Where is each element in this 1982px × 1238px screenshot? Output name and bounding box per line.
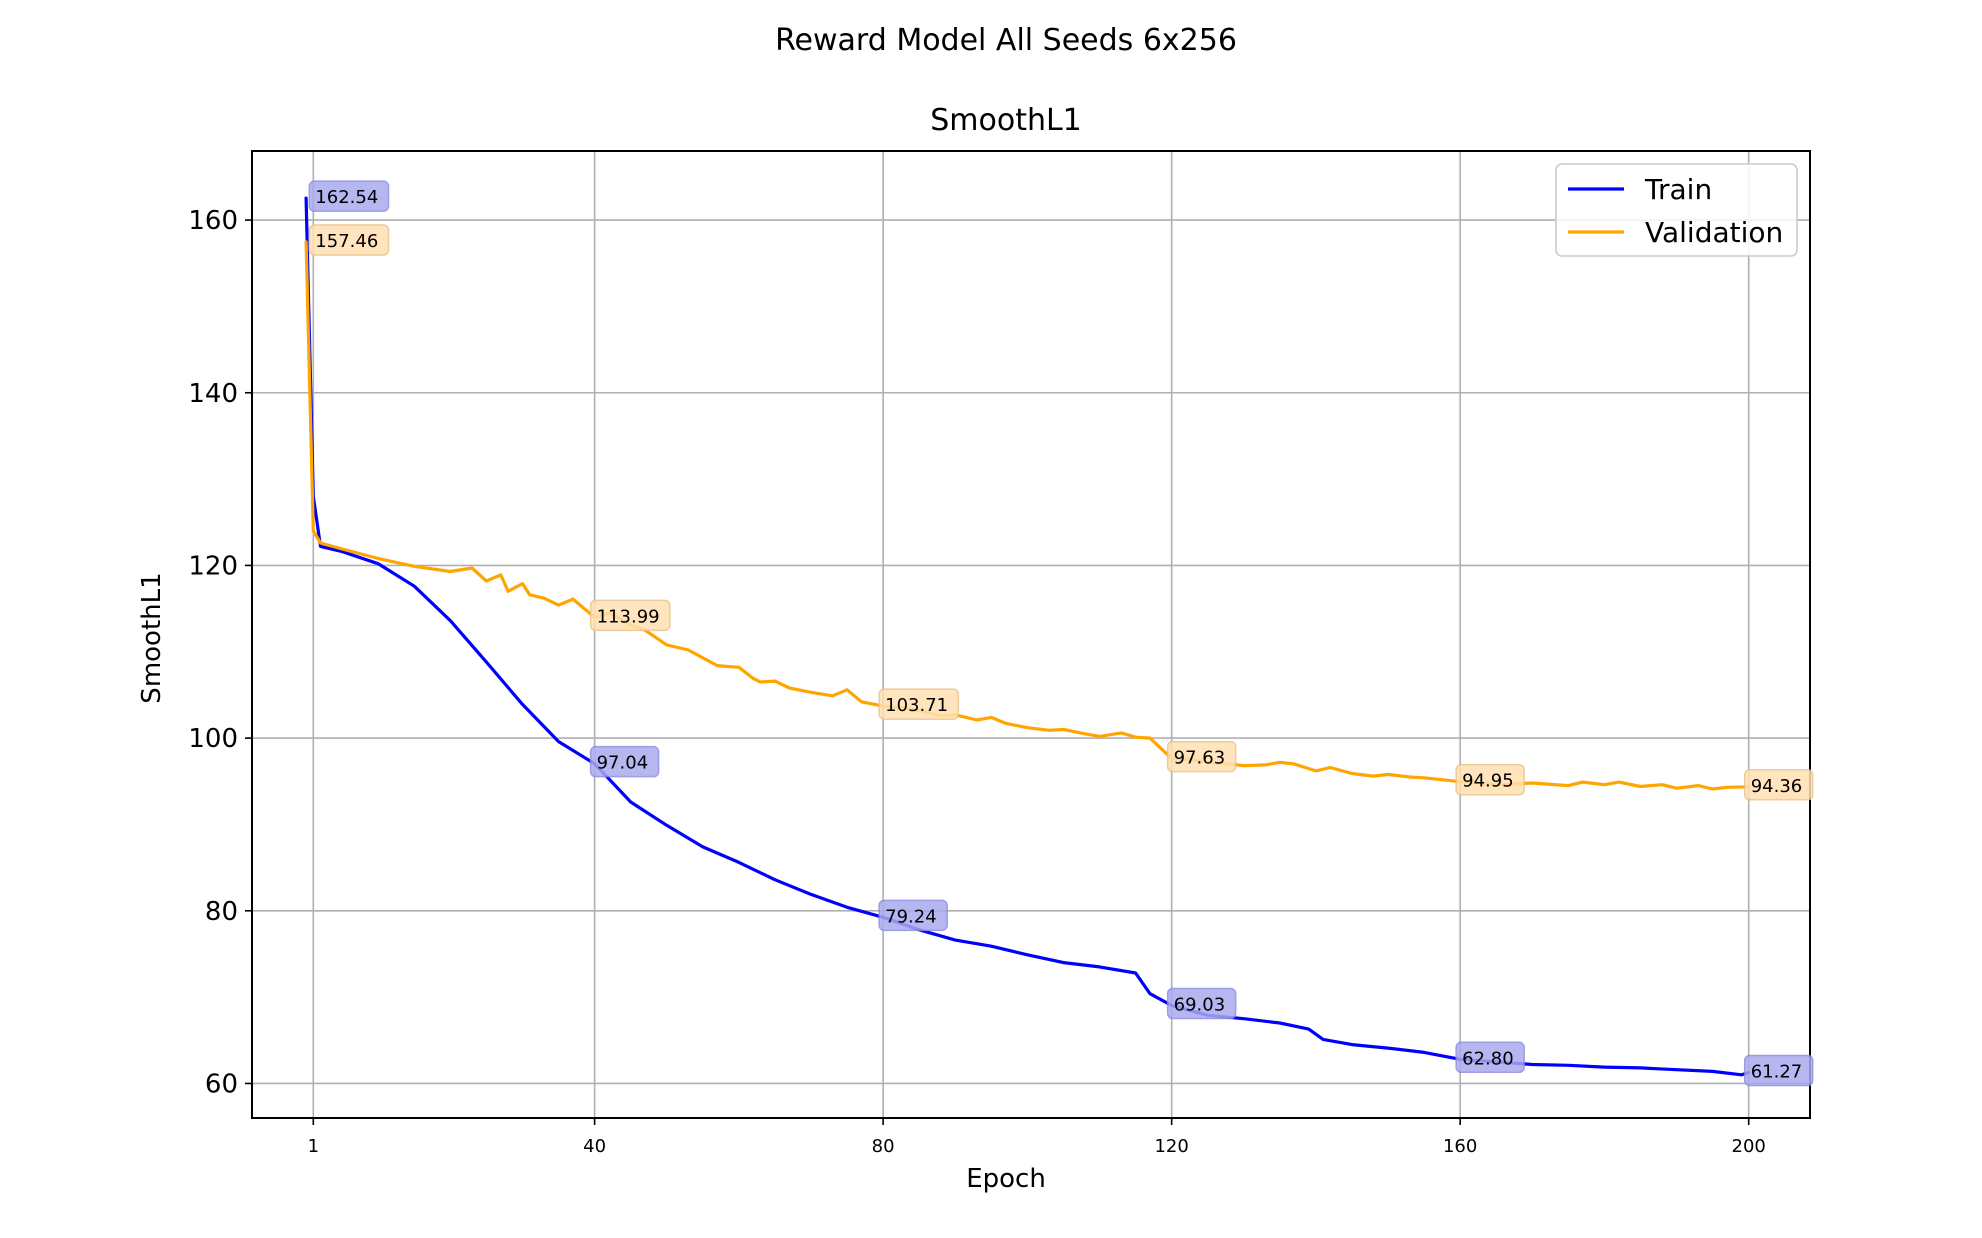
- svg-text:113.99: 113.99: [597, 606, 660, 627]
- series-layer: [304, 196, 1751, 1077]
- x-axis-label: Epoch: [966, 1164, 1046, 1194]
- y-axis-label: SmoothL1: [137, 572, 167, 703]
- y-tick-label: 140: [188, 379, 238, 409]
- data-label-validation: 94.95: [1455, 763, 1525, 796]
- y-tick-label: 60: [205, 1069, 238, 1099]
- x-tick-label: 1: [308, 1136, 319, 1157]
- x-tick-label: 40: [583, 1136, 606, 1157]
- data-label-train: 162.54: [308, 180, 390, 212]
- x-tick-label: 80: [872, 1136, 895, 1157]
- svg-text:94.36: 94.36: [1751, 776, 1803, 797]
- legend-label: Train: [1644, 173, 1712, 206]
- data-label-validation: 103.71: [878, 688, 960, 720]
- x-tick-label: 160: [1443, 1136, 1477, 1157]
- plot-frame: [251, 150, 1811, 1119]
- svg-text:79.24: 79.24: [885, 906, 937, 927]
- data-label-validation: 157.46: [308, 224, 390, 256]
- series-line-validation: [304, 240, 1751, 791]
- y-tick-label: 100: [188, 724, 238, 754]
- data-label-train: 62.80: [1455, 1041, 1525, 1074]
- y-tick-label: 160: [188, 206, 238, 236]
- svg-text:61.27: 61.27: [1751, 1061, 1803, 1082]
- svg-text:162.54: 162.54: [315, 187, 378, 208]
- y-tick-label: 80: [205, 897, 238, 927]
- legend: Train Validation: [1555, 163, 1798, 257]
- svg-text:94.95: 94.95: [1462, 771, 1514, 792]
- svg-text:69.03: 69.03: [1174, 994, 1226, 1015]
- data-label-validation: 97.63: [1166, 740, 1237, 773]
- svg-text:97.63: 97.63: [1174, 748, 1226, 769]
- svg-text:157.46: 157.46: [315, 231, 378, 252]
- data-label-validation: 113.99: [589, 599, 671, 632]
- data-label-train: 97.04: [589, 745, 660, 778]
- series-line-train: [304, 196, 1751, 1077]
- legend-label: Validation: [1645, 216, 1783, 249]
- svg-text:97.04: 97.04: [597, 753, 649, 774]
- data-label-train: 61.27: [1743, 1054, 1814, 1087]
- x-tick-label: 120: [1154, 1136, 1188, 1157]
- svg-text:103.71: 103.71: [885, 695, 948, 716]
- legend-item-validation: Validation: [1568, 216, 1783, 249]
- svg-text:62.80: 62.80: [1462, 1048, 1514, 1069]
- figure-title: Reward Model All Seeds 6x256: [775, 23, 1237, 58]
- legend-item-train: Train: [1568, 173, 1712, 206]
- data-label-train: 69.03: [1166, 987, 1237, 1020]
- data-label-validation: 94.36: [1743, 769, 1814, 801]
- chart-title: SmoothL1: [930, 103, 1082, 138]
- x-tick-label: 200: [1732, 1136, 1766, 1157]
- grid: [252, 151, 1810, 1118]
- data-label-train: 79.24: [878, 899, 948, 932]
- y-tick-label: 120: [188, 551, 238, 581]
- annotations: 162.54 97.04 79.24 69.03 62.80 61.27 157.46 113…: [308, 180, 1814, 1087]
